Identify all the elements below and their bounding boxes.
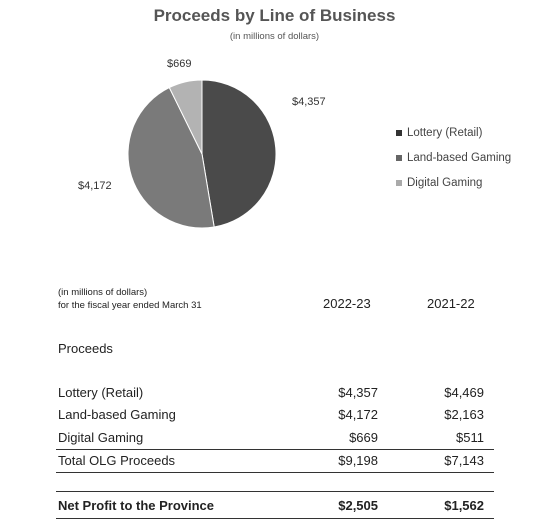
pie-label-lottery: $4,357	[292, 96, 326, 108]
row-value-2022-23: $4,172	[338, 407, 378, 422]
pie-slice-land-based	[127, 86, 215, 229]
legend-swatch-land-based	[396, 154, 402, 161]
legend-swatch-digital	[396, 179, 402, 186]
total-bottom-rule	[56, 472, 494, 473]
table-row: Lottery (Retail) $4,357 $4,469	[58, 385, 492, 405]
total-row: Total OLG Proceeds $9,198 $7,143	[58, 453, 492, 473]
row-label: Land-based Gaming	[58, 407, 176, 422]
row-value-2022-23: $4,357	[338, 385, 378, 400]
row-value-2021-22: $511	[456, 430, 484, 445]
net-profit-row: Net Profit to the Province $2,505 $1,562	[58, 498, 492, 518]
row-label: Digital Gaming	[58, 430, 144, 445]
net-bottom-rule	[56, 518, 494, 519]
pie-label-digital: $669	[167, 58, 192, 70]
column-header-2021-22: 2021-22	[427, 296, 475, 311]
legend-item-lottery: Lottery (Retail)	[396, 120, 511, 145]
column-header-2022-23: 2022-23	[323, 296, 371, 311]
table-row: Land-based Gaming $4,172 $2,163	[58, 407, 492, 427]
units-line-2: for the fiscal year ended March 31	[58, 300, 202, 311]
row-value-2021-22: $4,469	[444, 385, 484, 400]
row-value-2022-23: $669	[349, 430, 378, 445]
chart-subtitle: (in millions of dollars)	[229, 31, 320, 42]
pie-chart	[127, 79, 277, 229]
pie-slice-digital	[168, 79, 203, 155]
net-profit-2022-23: $2,505	[338, 498, 378, 513]
legend-label-lottery: Lottery (Retail)	[407, 126, 483, 139]
net-profit-label: Net Profit to the Province	[58, 498, 215, 513]
legend-label-digital: Digital Gaming	[407, 176, 483, 189]
section-label-proceeds: Proceeds	[58, 341, 113, 356]
net-top-rule	[56, 491, 494, 492]
legend-item-digital: Digital Gaming	[396, 170, 511, 195]
row-label: Lottery (Retail)	[58, 385, 144, 400]
units-line-1: (in millions of dollars)	[58, 287, 148, 298]
pie-slice-lottery	[201, 79, 277, 228]
total-value-2022-23: $9,198	[338, 453, 378, 468]
total-value-2021-22: $7,143	[444, 453, 484, 468]
net-profit-2021-22: $1,562	[444, 498, 484, 513]
legend-label-land-based: Land-based Gaming	[407, 151, 512, 164]
chart-title: Proceeds by Line of Business	[153, 6, 396, 25]
pie-label-land-based: $4,172	[78, 180, 112, 192]
row-value-2021-22: $2,163	[444, 407, 484, 422]
legend-swatch-lottery	[396, 129, 402, 136]
total-top-rule	[56, 449, 494, 450]
legend-item-land-based: Land-based Gaming	[396, 145, 511, 170]
table-row: Digital Gaming $669 $511	[58, 430, 492, 450]
table-units-note: (in millions of dollars) for the fiscal …	[58, 286, 202, 312]
legend: Lottery (Retail) Land-based Gaming Digit…	[396, 120, 511, 195]
total-label: Total OLG Proceeds	[58, 453, 176, 468]
